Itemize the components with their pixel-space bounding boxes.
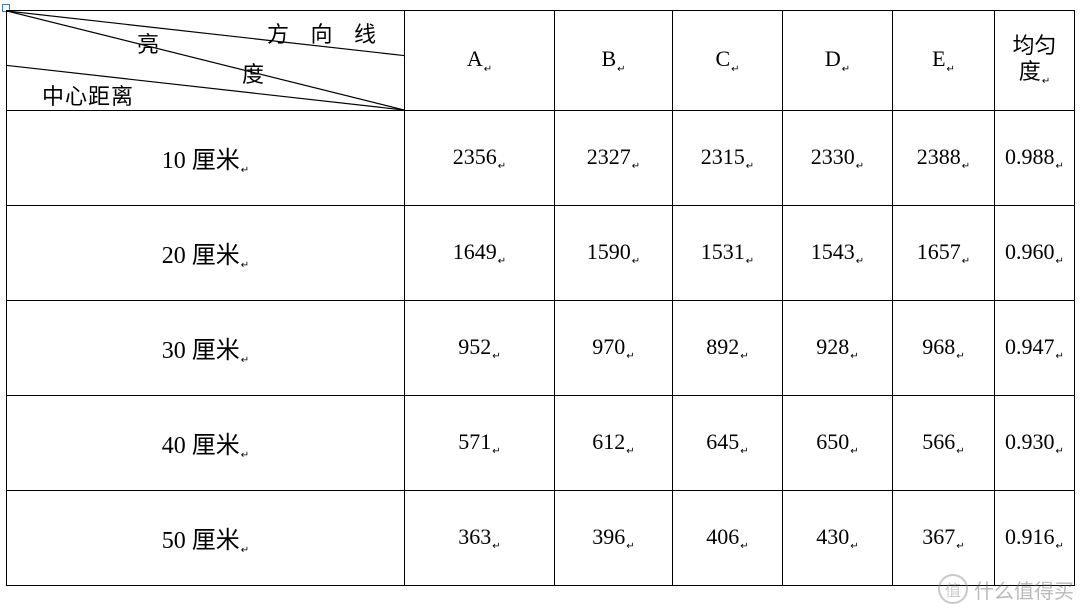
data-cell: 650↵: [783, 396, 893, 491]
data-cell: 612↵: [555, 396, 673, 491]
uniformity-cell: 0.930↵: [995, 396, 1075, 491]
data-cell: 571↵: [405, 396, 555, 491]
uniformity-cell: 0.960↵: [995, 206, 1075, 301]
table-body: 10 厘米↵2356↵2327↵2315↵2330↵2388↵0.988↵20 …: [7, 111, 1075, 586]
data-cell: 566↵: [893, 396, 995, 491]
header-direction-line: 方 向 线: [267, 17, 384, 49]
data-cell: 2327↵: [555, 111, 673, 206]
data-cell: 406↵: [673, 491, 783, 586]
data-cell: 970↵: [555, 301, 673, 396]
table-row: 40 厘米↵571↵612↵645↵650↵566↵0.930↵: [7, 396, 1075, 491]
data-cell: 645↵: [673, 396, 783, 491]
table-header-row: 方 向 线 亮 度 中心距离 A↵ B↵ C↵ D↵ E↵ 均匀度↵: [7, 11, 1075, 111]
data-cell: 1543↵: [783, 206, 893, 301]
header-brightness-right: 度: [242, 57, 266, 89]
table-row: 10 厘米↵2356↵2327↵2315↵2330↵2388↵0.988↵: [7, 111, 1075, 206]
row-label: 30 厘米↵: [7, 301, 405, 396]
data-cell: 396↵: [555, 491, 673, 586]
data-cell: 2315↵: [673, 111, 783, 206]
column-header-uniformity: 均匀度↵: [995, 11, 1075, 111]
data-cell: 1590↵: [555, 206, 673, 301]
data-cell: 1531↵: [673, 206, 783, 301]
row-label: 20 厘米↵: [7, 206, 405, 301]
header-brightness-left: 亮: [137, 27, 161, 59]
row-label: 10 厘米↵: [7, 111, 405, 206]
table-row: 30 厘米↵952↵970↵892↵928↵968↵0.947↵: [7, 301, 1075, 396]
diagonal-header-cell: 方 向 线 亮 度 中心距离: [7, 11, 405, 111]
data-cell: 2356↵: [405, 111, 555, 206]
data-cell: 367↵: [893, 491, 995, 586]
uniformity-cell: 0.947↵: [995, 301, 1075, 396]
data-cell: 952↵: [405, 301, 555, 396]
table-row: 50 厘米↵363↵396↵406↵430↵367↵0.916↵: [7, 491, 1075, 586]
data-cell: 928↵: [783, 301, 893, 396]
data-cell: 1657↵: [893, 206, 995, 301]
column-header-b: B↵: [555, 11, 673, 111]
uniformity-cell: 0.916↵: [995, 491, 1075, 586]
column-header-a: A↵: [405, 11, 555, 111]
header-center-distance: 中心距离: [42, 79, 134, 111]
data-cell: 892↵: [673, 301, 783, 396]
data-cell: 1649↵: [405, 206, 555, 301]
column-header-e: E↵: [893, 11, 995, 111]
table-row: 20 厘米↵1649↵1590↵1531↵1543↵1657↵0.960↵: [7, 206, 1075, 301]
row-label: 40 厘米↵: [7, 396, 405, 491]
column-header-d: D↵: [783, 11, 893, 111]
data-cell: 2330↵: [783, 111, 893, 206]
uniformity-cell: 0.988↵: [995, 111, 1075, 206]
brightness-table: 方 向 线 亮 度 中心距离 A↵ B↵ C↵ D↵ E↵ 均匀度↵ 10 厘米…: [6, 10, 1075, 586]
row-label: 50 厘米↵: [7, 491, 405, 586]
data-cell: 968↵: [893, 301, 995, 396]
brightness-table-container: 方 向 线 亮 度 中心距离 A↵ B↵ C↵ D↵ E↵ 均匀度↵ 10 厘米…: [6, 10, 1066, 586]
column-header-c: C↵: [673, 11, 783, 111]
data-cell: 363↵: [405, 491, 555, 586]
data-cell: 430↵: [783, 491, 893, 586]
data-cell: 2388↵: [893, 111, 995, 206]
